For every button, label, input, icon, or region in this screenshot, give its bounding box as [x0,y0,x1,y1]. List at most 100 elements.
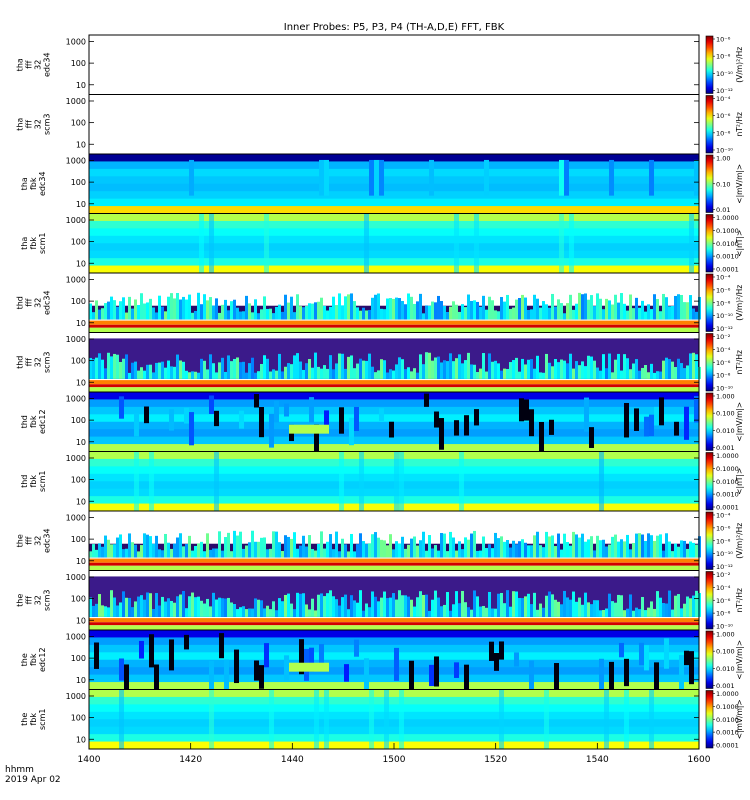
spectrogram-streak [339,451,344,511]
y-tick-label: 100 [71,178,86,187]
spectrogram-column [320,593,323,617]
panel-the-fbk-edc12: 10 100 1000 the fbk edc12 1.000 0.100 0.010 0.001… [20,629,744,700]
spectrogram-band [89,183,699,192]
spectrogram-streak [149,634,154,668]
spectrogram-column [611,372,614,379]
spectrogram-column [458,311,461,320]
spectrogram-streak [694,395,699,423]
spectrogram-column [143,303,146,320]
spectrogram-streak [264,213,269,273]
spectrogram-column [308,535,311,558]
spectrogram-column [140,367,143,379]
spectrogram-column [272,531,275,558]
spectrogram-column [335,363,338,379]
spectrogram-band [89,265,699,274]
spectrogram-streak [649,689,654,749]
spectrogram-column [494,310,497,320]
spectrogram-column [101,308,104,320]
panel-ylabel-line: 32 [34,60,43,70]
spectrogram-column [359,358,362,379]
spectrogram-column [308,609,311,617]
spectrogram-column [512,307,515,320]
spectrogram-column [266,605,269,617]
spectrogram-column [215,298,218,320]
spectrogram-column [98,543,101,558]
y-tick-label: 100 [71,357,86,366]
spectrogram-streak [399,689,404,749]
spectrogram-column [203,551,206,558]
spectrogram-column [101,605,104,617]
spectrogram-column [440,362,443,379]
spectrogram-column [371,366,374,379]
spectrogram-column [98,594,101,617]
spectrogram-column [302,369,305,379]
colorbar-tick-label: 10⁻¹⁰ [716,550,733,558]
spectrogram-column [671,609,674,617]
spectrogram-column [554,306,557,320]
spectrogram-streak [339,407,344,434]
spectrogram-column [263,296,266,320]
footer-time-label: hhmm [5,765,34,775]
spectrogram-streak [314,689,319,749]
spectrogram-streak [224,659,229,690]
spectrogram-column [137,551,140,558]
spectrogram-column [623,354,626,379]
colorbar-tick-label: 10⁻¹⁰ [716,70,733,78]
spectrogram-column [278,542,281,558]
spectrogram-streak [644,645,649,671]
spectrogram-column [89,551,92,558]
spectrogram-column [314,610,317,617]
spectrogram-streak [274,400,279,423]
spectrogram-band [89,228,699,237]
spectrogram-column [530,359,533,379]
colorbar-tick-label: 0.100 [716,648,735,656]
spectrogram-column [557,362,560,379]
spectrogram-column [419,591,422,617]
spectrogram-column [290,538,293,558]
spectrogram-column [587,539,590,558]
spectrogram-column [236,609,239,617]
spectrogram-column [353,551,356,558]
spectrogram-column [317,543,320,558]
spectrogram-column [536,609,539,617]
spectrogram-streak [694,159,699,196]
spectrogram-streak [609,661,614,696]
spectrogram-streak [489,641,494,661]
spectrogram-column [272,601,275,617]
spectrogram-column [116,537,119,558]
colorbar-tick-label: 10⁻¹² [716,87,733,95]
spectrogram-column [440,606,443,617]
spectrogram-column [422,531,425,558]
spectrogram-column [197,292,200,320]
spectrogram-column [497,311,500,320]
spectrogram-streak [144,406,149,424]
spectrogram-column [401,595,404,617]
spectrogram-column [191,592,194,617]
spectrogram-column [113,544,116,558]
spectrogram-column [233,299,236,320]
spectrogram-column [134,544,137,558]
spectrogram-column [584,592,587,617]
spectrogram-column [353,600,356,617]
spectrogram-column [605,368,608,379]
y-tick-label: 100 [71,714,86,723]
spectrogram-column [158,605,161,617]
spectrogram-column [131,362,134,379]
spectrogram-column [641,596,644,617]
spectrogram-column [245,609,248,617]
spectrogram-column [677,594,680,617]
spectrogram-column [194,545,197,558]
spectrogram-column [107,539,110,558]
spectrogram-column [332,549,335,558]
y-tick-label: 1000 [66,156,86,165]
spectrogram-column [173,298,176,320]
colorbar-tick-label: 0.0100 [716,716,739,724]
spectrogram-streak [644,416,649,437]
spectrogram-band [89,320,699,325]
y-tick-label: 10 [76,200,86,209]
spectrogram-column [248,303,251,320]
spectrogram-column [347,294,350,320]
spectrogram-column [209,606,212,617]
panel-tha-fbk-scm1: 10 100 1000 tha fbk scm1 1.0000 0.1000 0.0100 0.0… [20,213,744,274]
colorbar-tick-label: 0.010 [716,427,735,435]
